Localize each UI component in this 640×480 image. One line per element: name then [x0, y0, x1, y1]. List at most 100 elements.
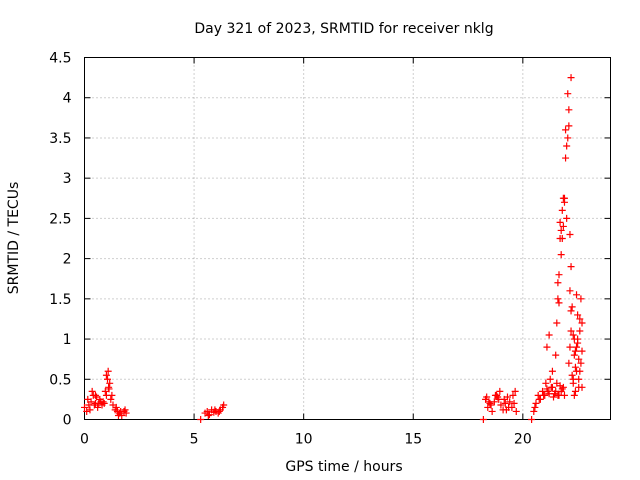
- data-point: [554, 295, 562, 303]
- data-point: [99, 398, 107, 406]
- data-point: [578, 347, 586, 355]
- grid: [84, 57, 611, 420]
- data-point: [114, 411, 122, 419]
- data-point: [566, 230, 574, 238]
- y-axis-label: SRMTID / TECUs: [6, 182, 22, 295]
- data-point: [552, 351, 560, 359]
- data-point: [548, 367, 556, 375]
- data-point: [531, 403, 539, 411]
- data-point: [510, 399, 518, 407]
- data-point: [576, 367, 584, 375]
- data-point: [573, 291, 581, 299]
- data-point: [567, 263, 575, 271]
- y-tick-label: 3.5: [49, 131, 71, 147]
- data-point: [497, 401, 505, 409]
- data-point: [546, 375, 554, 383]
- x-tick-label: 5: [190, 432, 199, 448]
- data-point: [215, 407, 223, 415]
- x-tick-label: 20: [514, 432, 532, 448]
- data-point: [211, 406, 219, 414]
- data-point: [558, 206, 566, 214]
- data-point: [494, 393, 502, 401]
- data-point: [117, 407, 125, 415]
- data-point: [121, 406, 129, 414]
- y-tick-label: 1: [63, 332, 72, 348]
- data-point: [101, 387, 109, 395]
- data-point: [205, 411, 213, 419]
- data-point: [575, 375, 583, 383]
- data-point: [562, 126, 570, 134]
- x-tick-label: 15: [404, 432, 422, 448]
- y-tick-label: 1.5: [49, 292, 71, 308]
- data-point: [107, 395, 115, 403]
- data-point: [483, 393, 491, 401]
- y-tick-label: 0.5: [49, 372, 71, 388]
- data-point: [575, 355, 583, 363]
- data-point: [570, 335, 578, 343]
- data-point: [104, 375, 112, 383]
- data-point: [91, 391, 99, 399]
- data-point: [485, 398, 493, 406]
- data-point: [578, 383, 586, 391]
- data-point: [551, 390, 559, 398]
- data-point: [577, 359, 585, 367]
- data-point: [563, 214, 571, 222]
- data-point: [102, 371, 110, 379]
- data-point: [540, 391, 548, 399]
- x-axis-label: GPS time / hours: [285, 459, 402, 475]
- data-point: [553, 379, 561, 387]
- data-point: [83, 407, 91, 415]
- data-point: [509, 391, 517, 399]
- data-point: [554, 279, 562, 287]
- data-point: [565, 106, 573, 114]
- data-point: [574, 339, 582, 347]
- data-point: [565, 359, 573, 367]
- data-point: [511, 387, 519, 395]
- data-point: [564, 90, 572, 98]
- data-point: [81, 403, 88, 411]
- plot-frame: [84, 57, 611, 420]
- data-point: [548, 383, 556, 391]
- data-point: [559, 222, 567, 230]
- data-point: [204, 411, 212, 419]
- data-point: [535, 395, 543, 403]
- data-point: [567, 307, 575, 315]
- y-tick-label: 3: [63, 171, 72, 187]
- data-points: [81, 74, 586, 423]
- data-point: [197, 416, 205, 423]
- data-point: [576, 327, 584, 335]
- data-point: [501, 399, 509, 407]
- data-point: [106, 379, 114, 387]
- data-point: [568, 303, 576, 311]
- data-point: [93, 393, 101, 401]
- data-point: [512, 407, 520, 415]
- data-point: [576, 315, 584, 323]
- data-point: [562, 154, 570, 162]
- data-point: [479, 416, 487, 423]
- data-point: [112, 403, 120, 411]
- data-point: [528, 416, 536, 423]
- data-point: [496, 387, 504, 395]
- data-point: [95, 399, 103, 407]
- data-point: [506, 398, 514, 406]
- data-point: [573, 343, 581, 351]
- data-point: [502, 406, 510, 414]
- data-point: [577, 295, 585, 303]
- data-point: [574, 311, 582, 319]
- data-point: [557, 387, 565, 395]
- data-point: [532, 399, 540, 407]
- data-point: [556, 218, 564, 226]
- data-point: [578, 319, 586, 327]
- data-point: [104, 367, 112, 375]
- data-point: [560, 198, 568, 206]
- axis-ticks: 0 0.5 1 1.5 2 2.5 3 3.5 4 4.5 0 5 10 15 20: [49, 51, 611, 448]
- data-point: [553, 319, 561, 327]
- data-point: [555, 271, 563, 279]
- data-point: [565, 122, 573, 130]
- chart-title: Day 321 of 2023, SRMTID for receiver nkl…: [194, 21, 493, 37]
- data-point: [555, 299, 563, 307]
- data-point: [557, 226, 565, 234]
- data-point: [86, 406, 94, 414]
- data-point: [563, 142, 571, 150]
